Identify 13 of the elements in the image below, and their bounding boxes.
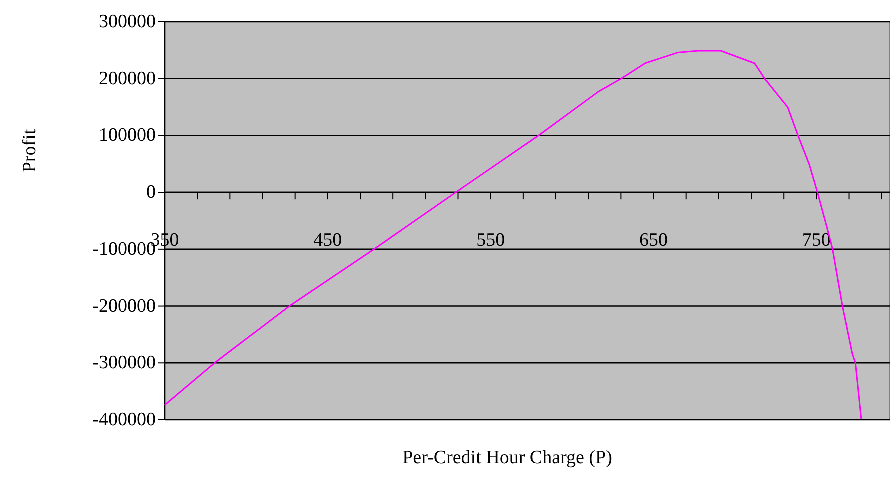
x-tick-label: 550 [476, 230, 506, 252]
y-tick-label: 100000 [99, 125, 156, 146]
x-tick-label: 450 [314, 230, 342, 252]
x-axis-title: Per-Credit Hour Charge (P) [402, 448, 612, 468]
x-tick-label: 650 [640, 230, 668, 252]
y-axis-title: Profit [20, 128, 40, 173]
y-tick-label: 0 [146, 182, 156, 204]
y-tick-label: 300000 [99, 12, 156, 32]
y-tick-label: 200000 [99, 68, 156, 90]
y-tick-label: -400000 [92, 410, 156, 430]
x-tick-label: 750 [802, 230, 831, 252]
y-tick-label: -300000 [92, 352, 156, 374]
y-tick-label: -200000 [92, 296, 156, 317]
